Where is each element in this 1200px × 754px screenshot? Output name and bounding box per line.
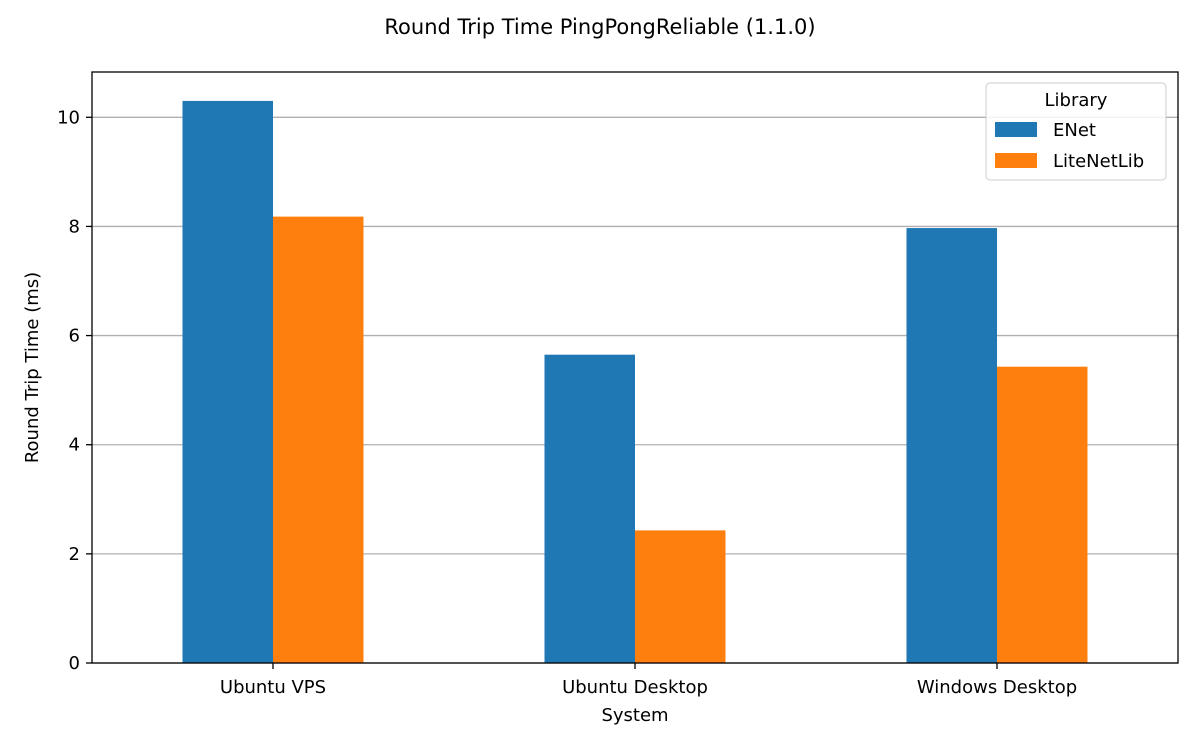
legend-title: Library (1045, 90, 1108, 111)
bar-litenetlib-ubuntu-vps (273, 216, 364, 663)
legend-label-litenetlib: LiteNetLib (1053, 151, 1144, 172)
chart-title: Round Trip Time PingPongReliable (1.1.0) (384, 15, 815, 39)
x-tick-label: Ubuntu VPS (220, 677, 326, 698)
bar-enet-ubuntu-vps (182, 100, 273, 664)
y-tick-label: 2 (69, 544, 80, 565)
bar-enet-windows-desktop (906, 228, 997, 663)
x-axis: Ubuntu VPS Ubuntu Desktop Windows Desktop (220, 663, 1077, 698)
x-axis-label: System (601, 705, 668, 726)
x-tick-label: Windows Desktop (917, 677, 1077, 698)
bar-litenetlib-ubuntu-desktop (635, 530, 726, 663)
legend-swatch-litenetlib (995, 153, 1037, 168)
bar-litenetlib-windows-desktop (997, 366, 1088, 663)
legend-label-enet: ENet (1053, 120, 1096, 141)
x-tick-label: Ubuntu Desktop (562, 677, 708, 698)
y-tick-label: 8 (69, 216, 80, 237)
legend: Library ENet LiteNetLib (985, 82, 1167, 181)
y-tick-label: 6 (69, 326, 80, 347)
y-axis-label: Round Trip Time (ms) (22, 272, 43, 463)
y-tick-label: 4 (69, 435, 80, 456)
bars (182, 100, 1088, 664)
y-tick-label: 10 (57, 107, 80, 128)
legend-swatch-enet (995, 122, 1037, 137)
y-axis: 0 2 4 6 8 10 (57, 107, 92, 674)
y-tick-label: 0 (69, 653, 80, 674)
bar-enet-ubuntu-desktop (544, 354, 635, 663)
